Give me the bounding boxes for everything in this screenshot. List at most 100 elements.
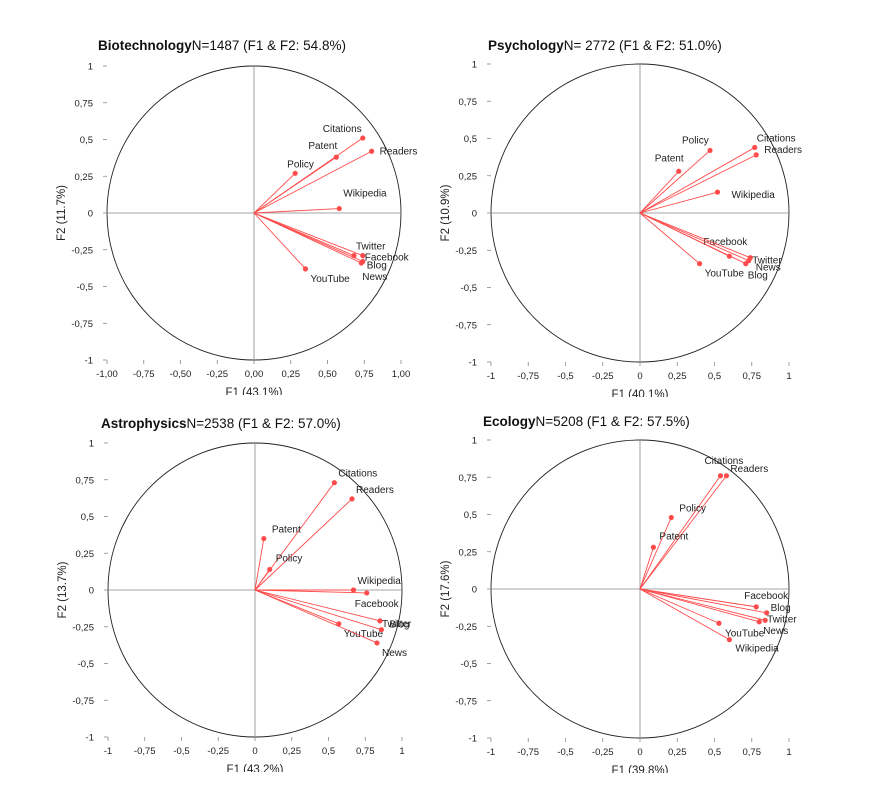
vector-citations [639, 475, 721, 590]
y-tick-label: -0,5 [461, 659, 477, 670]
y-tick-label: 0,25 [76, 549, 95, 560]
point-youtube [336, 621, 342, 627]
point-patent [676, 168, 682, 174]
point-citations [752, 144, 758, 151]
x-axis-title: F1 (43.2%) [227, 764, 284, 772]
vector-blog [639, 212, 746, 265]
y-tick-label: -0,25 [71, 245, 93, 256]
label-twitter: Twitter [752, 256, 782, 267]
y-tick-label: 0 [89, 586, 94, 597]
x-tick-label: 0,5 [708, 747, 721, 758]
x-tick-label: 0,25 [668, 747, 687, 758]
panel-title: AstrophysicsN=2538 (F1 & F2: 57.0%) [101, 416, 341, 431]
point-patent [261, 535, 267, 542]
label-citations: Citations [338, 469, 377, 480]
label-facebook: Facebook [744, 591, 789, 602]
x-tick-label: 1,00 [392, 369, 411, 380]
point-readers [723, 473, 730, 479]
vector-wikipedia [639, 191, 718, 214]
y-tick-label: 0 [472, 209, 477, 220]
x-tick-label: -1,00 [96, 369, 118, 380]
label-blog: Blog [748, 271, 768, 282]
panel-astrophysics: AstrophysicsN=2538 (F1 & F2: 57.0%) -1 -0… [48, 416, 422, 772]
point-blog [743, 261, 749, 267]
vector-news [639, 588, 760, 623]
point-readers [349, 496, 355, 502]
y-tick-label: 0,75 [76, 475, 95, 486]
label-readers: Readers [764, 145, 802, 156]
x-tick-label: 0,25 [283, 746, 302, 757]
x-tick-label: 0,25 [668, 371, 687, 382]
vector-readers [639, 475, 727, 590]
vector-youtube [639, 588, 720, 624]
vector-citations [639, 147, 755, 214]
label-news: News [362, 272, 387, 283]
point-facebook [364, 590, 370, 596]
x-tick-label: 0 [252, 746, 257, 757]
panel-title-field: Astrophysics [101, 416, 187, 431]
y-tick-label: 0,75 [459, 97, 478, 108]
vector-readers [639, 154, 757, 214]
x-tick-label: -0,75 [134, 746, 156, 757]
x-tick-label: -1 [487, 371, 495, 382]
label-citations: Citations [323, 124, 362, 135]
point-facebook [360, 253, 366, 259]
label-wikipedia: Wikipedia [343, 189, 387, 200]
x-tick-label: 0 [637, 747, 642, 758]
y-tick-label: -1 [85, 356, 93, 367]
vector-wikipedia [639, 588, 730, 641]
label-youtube: YouTube [705, 269, 745, 280]
y-tick-label: -0,75 [71, 319, 93, 330]
label-policy: Policy [682, 135, 709, 146]
y-tick-label: 0,75 [75, 98, 94, 109]
label-facebook: Facebook [703, 237, 748, 248]
label-patent: Patent [308, 141, 337, 152]
y-tick-label: 1 [89, 439, 94, 450]
label-news: News [756, 263, 781, 274]
label-patent: Patent [272, 525, 301, 536]
y-tick-label: -0,25 [455, 246, 477, 257]
x-axis-title: F1 (43.1%) [226, 387, 283, 395]
label-twitter: Twitter [356, 242, 386, 253]
label-policy: Policy [276, 553, 303, 564]
y-tick-label: 1 [88, 62, 93, 73]
y-tick-label: -0,25 [455, 622, 477, 633]
point-twitter [377, 618, 383, 624]
x-tick-label: -1 [487, 747, 495, 758]
label-facebook: Facebook [355, 599, 400, 610]
point-wikipedia [726, 637, 732, 643]
vector-patent [254, 538, 265, 591]
y-tick-label: 0,25 [75, 172, 94, 183]
panel-title-sample: N= 2772 (F1 & F2: 51.0%) [563, 38, 722, 53]
panel-title-sample: N=2538 (F1 & F2: 57.0%) [186, 416, 341, 431]
point-youtube [302, 266, 309, 272]
point-policy [707, 147, 713, 154]
vector-policy [639, 517, 672, 590]
label-wikipedia: Wikipedia [735, 644, 779, 655]
y-tick-label: 1 [472, 436, 477, 447]
y-tick-label: 0 [88, 209, 93, 220]
point-blog [764, 610, 770, 616]
vector-readers [253, 150, 372, 214]
vector-twitter [639, 588, 766, 621]
y-tick-label: 0,5 [81, 512, 94, 523]
x-tick-label: -0,5 [557, 371, 573, 382]
vector-news [639, 212, 749, 262]
panel-title-field: Ecology [483, 414, 536, 429]
vector-twitter [254, 589, 381, 622]
vector-facebook [254, 589, 367, 594]
label-wikipedia: Wikipedia [731, 190, 775, 201]
label-youtube: YouTube [344, 629, 384, 640]
label-patent: Patent [655, 153, 684, 164]
label-citations: Citations [704, 456, 743, 467]
panel-psychology: PsychologyN= 2772 (F1 & F2: 51.0%) -1 -0,… [431, 38, 809, 397]
y-tick-label: 0,25 [459, 171, 478, 182]
x-tick-label: 1 [786, 747, 791, 758]
x-tick-label: 0,50 [318, 369, 337, 380]
x-tick-label: 1 [786, 371, 791, 382]
x-tick-label: 0,25 [282, 369, 301, 380]
y-tick-label: 0,25 [459, 547, 478, 558]
point-youtube [716, 620, 722, 626]
point-patent [650, 544, 657, 550]
